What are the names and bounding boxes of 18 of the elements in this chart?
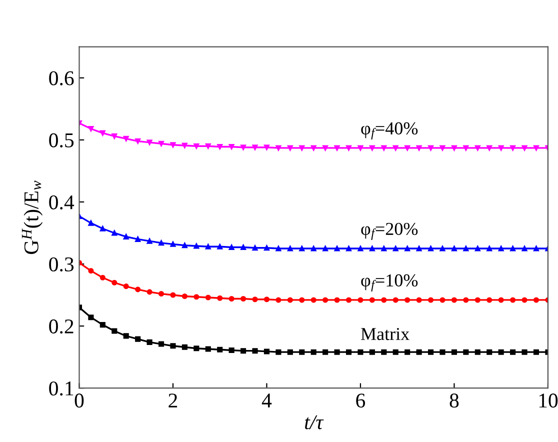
y-tick-label: 0.4 bbox=[49, 195, 74, 210]
x-tick-label: 2 bbox=[168, 394, 178, 408]
series-label: φ$_{f}$=40% bbox=[361, 122, 418, 140]
x-tick-label: 8 bbox=[450, 394, 459, 408]
x-tick-label: 0 bbox=[74, 394, 84, 408]
x-tick-label: 6 bbox=[356, 394, 366, 408]
y-tick-label: 0.6 bbox=[49, 71, 74, 86]
y-axis-title: G$^{H}$(t)/E$_{w}$ bbox=[22, 180, 43, 254]
series-label: φ$_{f}$=10% bbox=[361, 274, 418, 292]
y-tick-label: 0.2 bbox=[49, 319, 74, 334]
x-tick-label: 10 bbox=[539, 394, 558, 408]
x-axis-title: t/τ bbox=[304, 415, 324, 430]
x-tick-label: 4 bbox=[262, 394, 272, 408]
y-tick-label: 0.5 bbox=[49, 133, 74, 148]
y-tick-label: 0.1 bbox=[49, 381, 74, 396]
y-tick-label: 0.3 bbox=[49, 257, 74, 272]
series-label: Matrix bbox=[360, 328, 410, 340]
series-label: φ$_{f}$=20% bbox=[361, 222, 418, 240]
